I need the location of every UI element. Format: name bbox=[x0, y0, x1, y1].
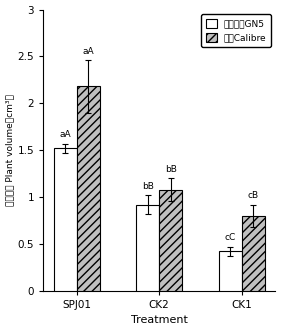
X-axis label: Treatment: Treatment bbox=[131, 315, 188, 325]
Text: cB: cB bbox=[248, 191, 259, 200]
Text: bB: bB bbox=[142, 181, 154, 191]
Bar bbox=[159, 190, 182, 291]
Text: bB: bB bbox=[165, 165, 177, 174]
Bar bbox=[77, 86, 100, 291]
Y-axis label: 植体体积 Plant volume（cm³）: 植体体积 Plant volume（cm³） bbox=[6, 94, 15, 206]
Bar bbox=[242, 216, 265, 291]
Text: cC: cC bbox=[225, 233, 236, 242]
Bar bbox=[54, 148, 77, 291]
Text: aA: aA bbox=[82, 46, 94, 56]
Bar bbox=[219, 252, 242, 291]
Bar bbox=[136, 205, 159, 291]
Legend: 紫花苹蓿GN5, 燕麦Calibre: 紫花苹蓿GN5, 燕麦Calibre bbox=[201, 14, 271, 47]
Text: aA: aA bbox=[59, 130, 71, 139]
